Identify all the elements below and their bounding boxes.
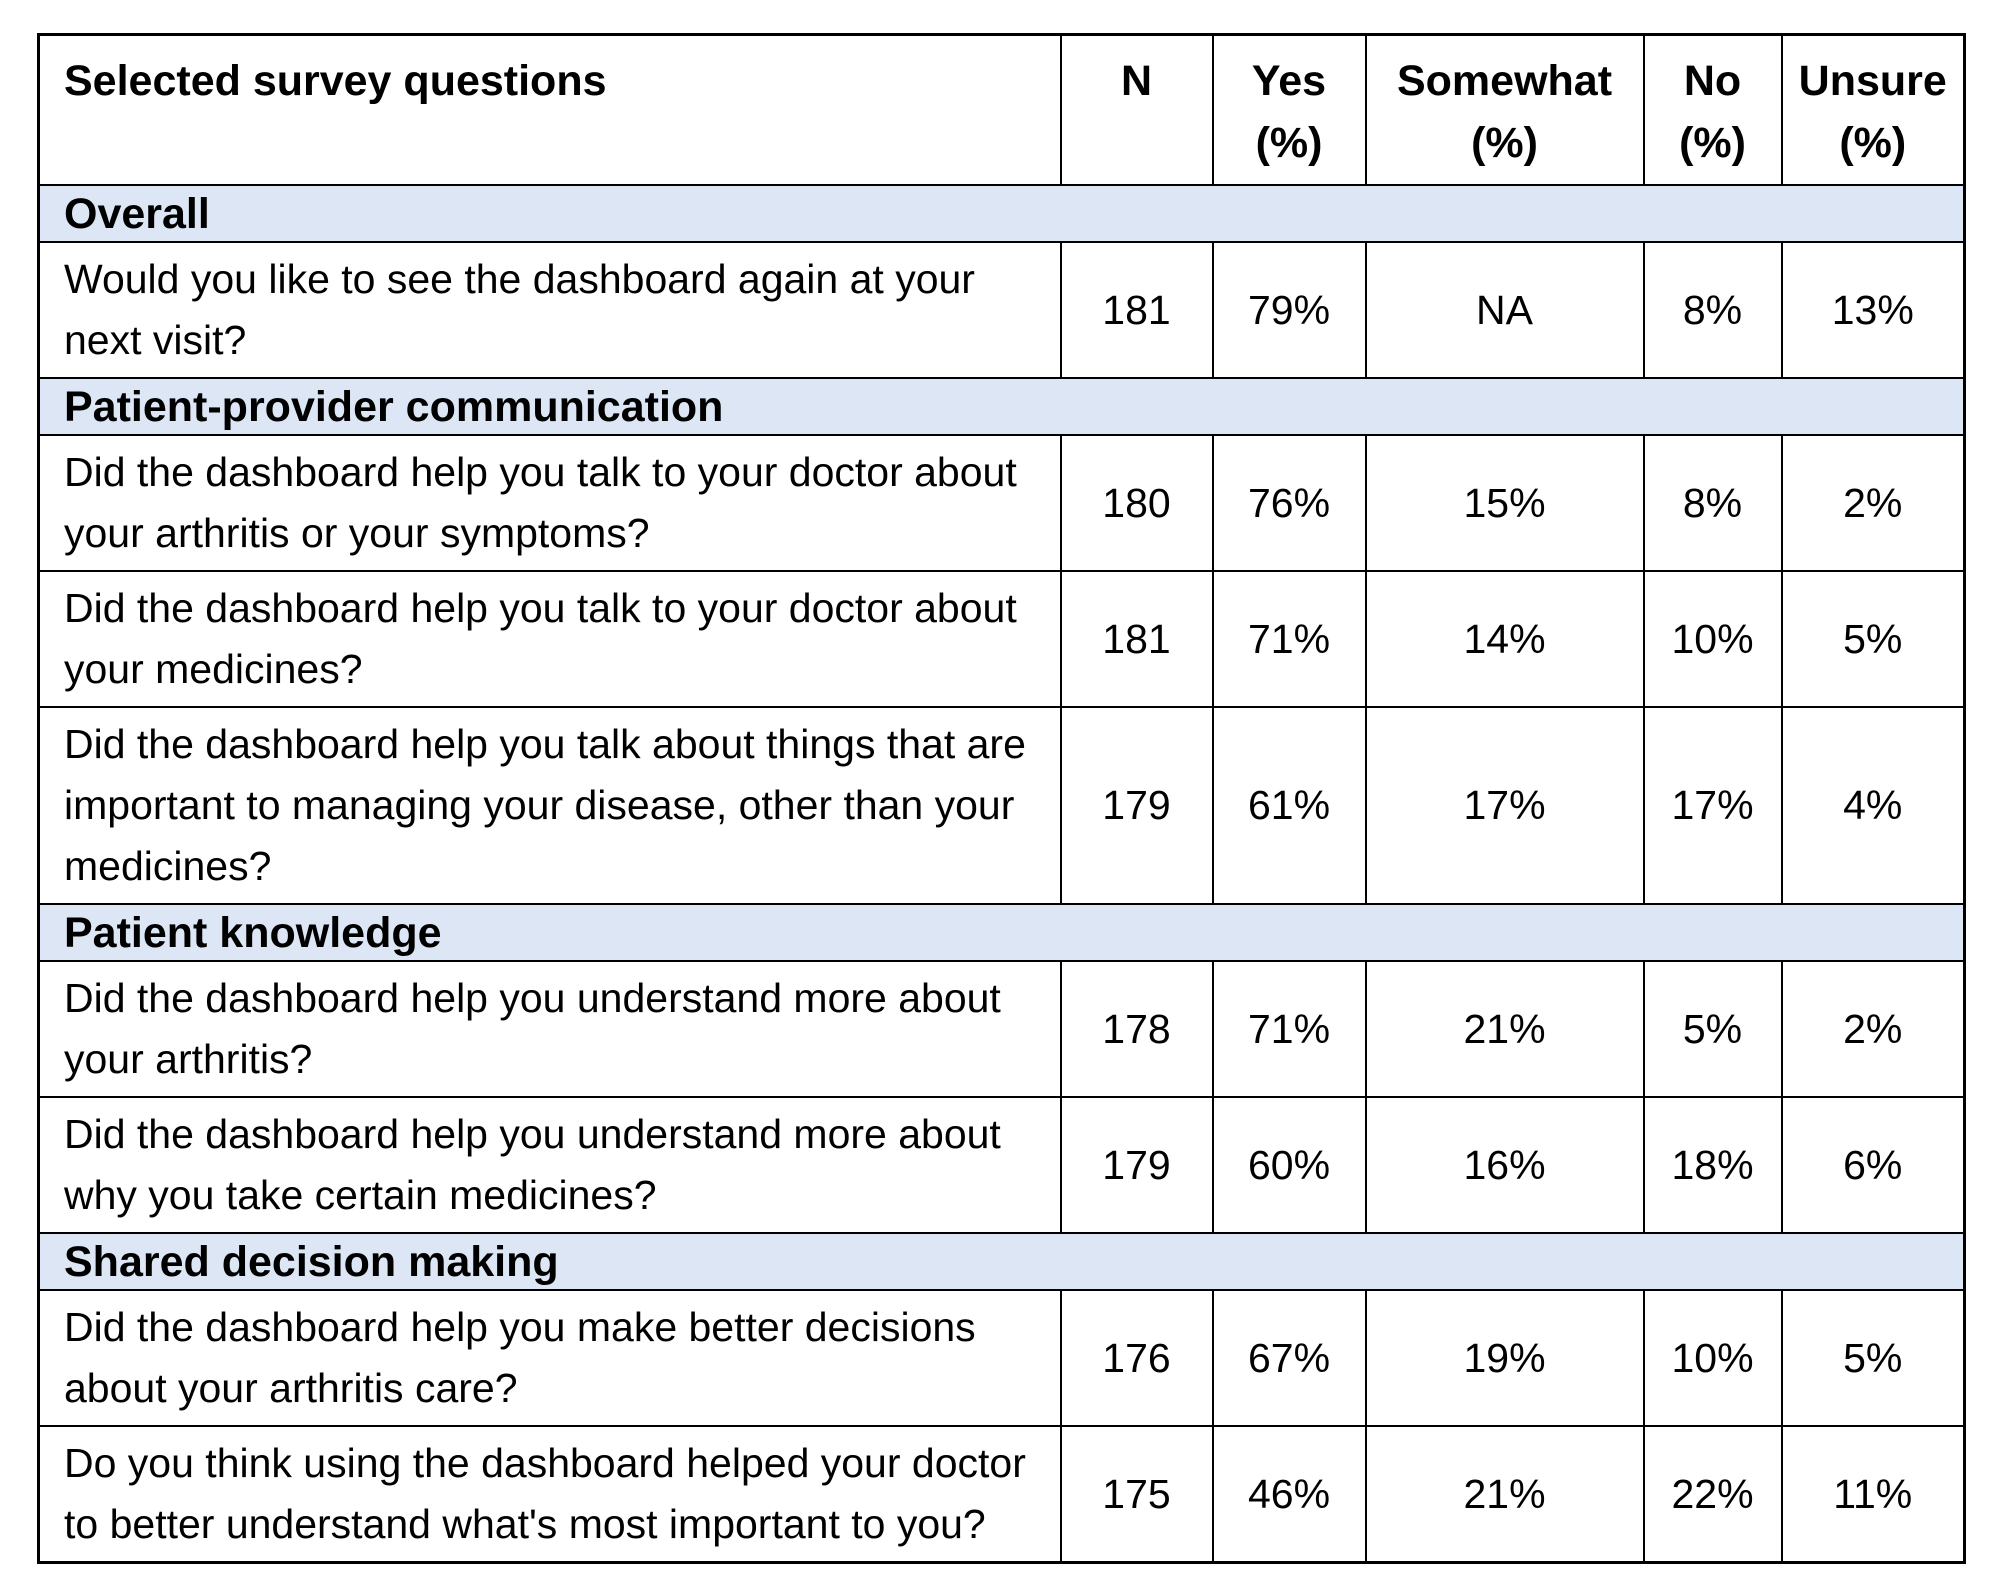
section-title: Shared decision making: [37, 1232, 1966, 1291]
somewhat-cell: 15%: [1364, 434, 1645, 572]
somewhat-cell: NA: [1364, 241, 1645, 379]
col-header-questions: Selected survey questions: [37, 33, 1062, 186]
table-row: Did the dashboard help you understand mo…: [37, 960, 1966, 1098]
n-cell: 179: [1059, 1096, 1214, 1234]
col-header-no-label: No: [1683, 57, 1742, 105]
yes-cell: 67%: [1211, 1289, 1367, 1427]
n-cell: 178: [1059, 960, 1214, 1098]
table-row: Did the dashboard help you make better d…: [37, 1289, 1966, 1427]
yes-cell: 61%: [1211, 706, 1367, 905]
question-cell: Would you like to see the dashboard agai…: [37, 241, 1062, 379]
question-cell: Did the dashboard help you understand mo…: [37, 960, 1062, 1098]
somewhat-cell: 21%: [1364, 960, 1645, 1098]
col-header-somewhat-label: Somewhat: [1396, 57, 1613, 105]
col-header-unsure-sub: (%): [1839, 119, 1907, 167]
header-row: Selected survey questions N Yes (%) Some…: [37, 33, 1966, 186]
col-header-no: No (%): [1642, 33, 1783, 186]
unsure-cell: 2%: [1780, 434, 1966, 572]
somewhat-cell: 19%: [1364, 1289, 1645, 1427]
yes-cell: 79%: [1211, 241, 1367, 379]
section-header-row: Shared decision making: [37, 1232, 1966, 1291]
n-cell: 181: [1059, 241, 1214, 379]
table-body: Overall Would you like to see the dashbo…: [37, 184, 1966, 1564]
unsure-cell: 5%: [1780, 1289, 1966, 1427]
section-header-row: Patient knowledge: [37, 903, 1966, 962]
table-header: Selected survey questions N Yes (%) Some…: [37, 33, 1966, 186]
n-cell: 176: [1059, 1289, 1214, 1427]
unsure-cell: 4%: [1780, 706, 1966, 905]
table-row: Did the dashboard help you talk to your …: [37, 570, 1966, 708]
col-header-unsure: Unsure (%): [1780, 33, 1966, 186]
section-header-row: Patient-provider communication: [37, 377, 1966, 436]
somewhat-cell: 17%: [1364, 706, 1645, 905]
question-cell: Did the dashboard help you make better d…: [37, 1289, 1062, 1427]
n-cell: 180: [1059, 434, 1214, 572]
table-row: Did the dashboard help you talk to your …: [37, 434, 1966, 572]
col-header-no-sub: (%): [1679, 119, 1746, 167]
unsure-cell: 6%: [1780, 1096, 1966, 1234]
question-cell: Did the dashboard help you talk about th…: [37, 706, 1062, 905]
no-cell: 10%: [1642, 1289, 1783, 1427]
col-header-n: N: [1059, 33, 1214, 186]
question-cell: Did the dashboard help you talk to your …: [37, 570, 1062, 708]
section-title: Patient knowledge: [37, 903, 1966, 962]
yes-cell: 71%: [1211, 570, 1367, 708]
survey-results-table: Selected survey questions N Yes (%) Some…: [37, 33, 1966, 1564]
unsure-cell: 5%: [1780, 570, 1966, 708]
col-header-n-label: N: [1120, 57, 1153, 105]
unsure-cell: 2%: [1780, 960, 1966, 1098]
no-cell: 10%: [1642, 570, 1783, 708]
unsure-cell: 11%: [1780, 1425, 1966, 1564]
no-cell: 8%: [1642, 434, 1783, 572]
col-header-yes-label: Yes: [1251, 57, 1327, 105]
col-header-unsure-label: Unsure: [1798, 57, 1947, 105]
yes-cell: 46%: [1211, 1425, 1367, 1564]
col-header-somewhat-sub: (%): [1471, 119, 1538, 167]
question-cell: Do you think using the dashboard helped …: [37, 1425, 1062, 1564]
col-header-yes: Yes (%): [1211, 33, 1367, 186]
col-header-somewhat: Somewhat (%): [1364, 33, 1645, 186]
n-cell: 179: [1059, 706, 1214, 905]
section-title: Overall: [37, 184, 1966, 243]
no-cell: 17%: [1642, 706, 1783, 905]
somewhat-cell: 16%: [1364, 1096, 1645, 1234]
unsure-cell: 13%: [1780, 241, 1966, 379]
table-row: Did the dashboard help you talk about th…: [37, 706, 1966, 905]
somewhat-cell: 14%: [1364, 570, 1645, 708]
n-cell: 175: [1059, 1425, 1214, 1564]
table-row: Did the dashboard help you understand mo…: [37, 1096, 1966, 1234]
no-cell: 18%: [1642, 1096, 1783, 1234]
no-cell: 8%: [1642, 241, 1783, 379]
no-cell: 22%: [1642, 1425, 1783, 1564]
col-header-yes-sub: (%): [1255, 119, 1323, 167]
no-cell: 5%: [1642, 960, 1783, 1098]
section-header-row: Overall: [37, 184, 1966, 243]
question-cell: Did the dashboard help you understand mo…: [37, 1096, 1062, 1234]
table-row: Would you like to see the dashboard agai…: [37, 241, 1966, 379]
n-cell: 181: [1059, 570, 1214, 708]
yes-cell: 60%: [1211, 1096, 1367, 1234]
somewhat-cell: 21%: [1364, 1425, 1645, 1564]
yes-cell: 76%: [1211, 434, 1367, 572]
yes-cell: 71%: [1211, 960, 1367, 1098]
question-cell: Did the dashboard help you talk to your …: [37, 434, 1062, 572]
section-title: Patient-provider communication: [37, 377, 1966, 436]
table-row: Do you think using the dashboard helped …: [37, 1425, 1966, 1564]
